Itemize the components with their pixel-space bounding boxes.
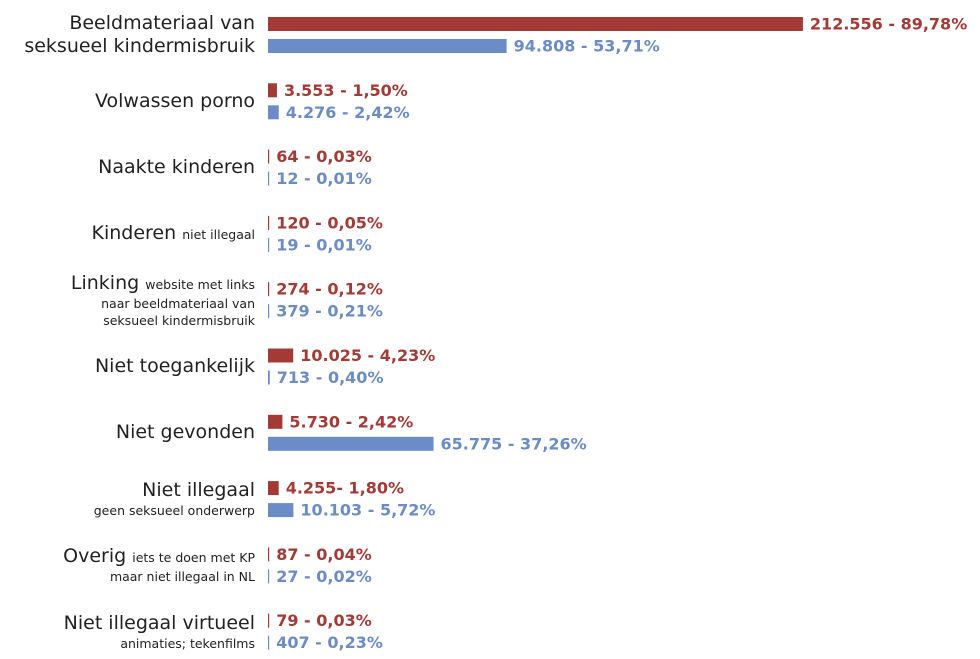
category-label: Naakte kinderen: [98, 135, 255, 201]
category-name: Niet toegankelijk: [94, 355, 255, 377]
value-label: 87 - 0,04%: [276, 545, 372, 564]
category-note: naar beeldmateriaal van: [101, 295, 255, 311]
category-note: maar niet illegaal in NL: [109, 569, 255, 585]
category-name: Overig: [63, 545, 127, 568]
value-label: 4.255- 1,80%: [286, 479, 404, 498]
bar: [268, 215, 270, 230]
category-note: niet illegaal: [182, 227, 255, 243]
value-label: 10.025 - 4,23%: [300, 346, 435, 365]
value-label: 212.556 - 89,78%: [810, 15, 967, 34]
bar: [268, 414, 283, 429]
bar: [268, 348, 294, 363]
bar: [268, 105, 279, 120]
category-label: Niet gevonden: [116, 400, 255, 466]
value-label: 10.103 - 5,72%: [300, 501, 435, 520]
bar: [268, 282, 270, 297]
bar: [268, 39, 507, 53]
bar: [268, 304, 270, 319]
category-label: Niet illegaal geen seksueel onderwerp: [94, 466, 255, 532]
value-label: 379 - 0,21%: [276, 302, 383, 321]
category-label: Niet toegankelijk: [95, 334, 255, 400]
category-name: Naakte kinderen: [98, 156, 255, 179]
category-note: animaties; tekenfilms: [120, 635, 255, 651]
category-name: Linking: [70, 271, 140, 294]
label-line: Beeldmateriaal van seksueel kindermisbru…: [5, 12, 255, 58]
label-line: Kinderen niet illegaal: [92, 222, 256, 245]
category-label: Niet illegaal virtueel animaties; tekenfi…: [64, 599, 255, 659]
bar: [268, 17, 803, 31]
value-label: 94.808 - 53,71%: [514, 37, 660, 56]
value-label: 65.775 - 37,26%: [441, 434, 587, 453]
bar: [268, 237, 270, 252]
value-label: 64 - 0,03%: [276, 147, 372, 166]
value-label: 79 - 0,03%: [276, 611, 372, 630]
label-line: Niet toegankelijk: [95, 355, 255, 378]
value-label: 19 - 0,01%: [276, 235, 372, 254]
category-note: geen seksueel onderwerp: [93, 503, 255, 519]
value-label: 120 - 0,05%: [276, 213, 383, 232]
category-note: website met links: [145, 276, 255, 292]
label-line: Linking website met links: [71, 272, 255, 295]
value-label: 407 - 0,23%: [276, 633, 383, 652]
bar: [268, 569, 270, 584]
bar: [268, 547, 270, 562]
category-name: Beeldmateriaal van seksueel kindermisbru…: [24, 12, 255, 57]
category-label: Kinderen niet illegaal: [92, 201, 256, 267]
value-label: 5.730 - 2,42%: [289, 412, 413, 431]
bar: [268, 503, 294, 518]
category-name: Niet gevonden: [115, 421, 255, 444]
value-label: 12 - 0,01%: [276, 169, 372, 188]
category-name: Volwassen porno: [94, 89, 255, 112]
label-line: Niet gevonden: [116, 421, 255, 444]
bar: [268, 370, 270, 385]
bar: [268, 613, 270, 628]
value-label: 713 - 0,40%: [277, 368, 384, 387]
category-label: Overig iets te doen met KP maar niet ille…: [63, 532, 255, 598]
category-label: Linking website met links naar beeldmater…: [71, 267, 255, 333]
category-note: iets te doen met KP: [132, 550, 255, 566]
bar: [268, 481, 279, 496]
category-name: Niet illegaal virtueel: [63, 611, 255, 634]
bar: [268, 635, 270, 650]
value-label: 274 - 0,12%: [276, 280, 383, 299]
value-label: 4.276 - 2,42%: [286, 103, 410, 122]
category-name: Niet illegaal: [142, 479, 255, 502]
bar: [268, 83, 277, 98]
bar: [268, 436, 434, 451]
category-label: Beeldmateriaal van seksueel kindermisbru…: [5, 2, 255, 68]
category-label: Volwassen porno: [95, 68, 255, 134]
bar: [268, 171, 270, 186]
label-line: Niet illegaal virtueel: [64, 612, 255, 635]
label-line: Naakte kinderen: [98, 156, 255, 179]
category-note: seksueel kindermisbruik: [103, 312, 255, 328]
bar: [268, 149, 270, 164]
label-line: Niet illegaal: [94, 479, 255, 502]
value-label: 27 - 0,02%: [276, 567, 372, 586]
category-name: Kinderen: [91, 222, 177, 245]
label-line: Volwassen porno: [95, 90, 255, 113]
value-label: 3.553 - 1,50%: [284, 81, 408, 100]
label-line: Overig iets te doen met KP: [63, 545, 255, 568]
